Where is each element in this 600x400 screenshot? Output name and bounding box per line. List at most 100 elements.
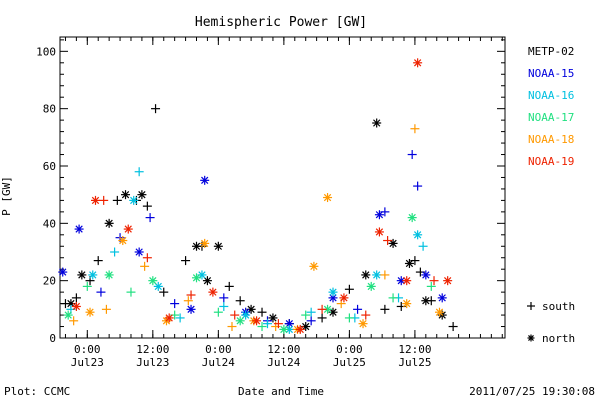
south-marker: [69, 316, 79, 326]
north-marker: [148, 276, 158, 286]
south-marker: [317, 313, 327, 323]
x-tick-time: 12:00: [398, 343, 431, 356]
data-markers: [58, 58, 458, 334]
y-tick-label: 0: [49, 332, 56, 345]
series-noaa-19: [71, 58, 453, 334]
north-marker: [309, 261, 319, 271]
north-marker: [77, 270, 87, 280]
series-metp-02: [60, 104, 458, 332]
south-marker: [306, 316, 316, 326]
south-marker: [235, 296, 245, 306]
legend-entry: NOAA-16: [528, 89, 574, 102]
series-noaa-15: [58, 150, 447, 329]
south-marker: [383, 236, 393, 246]
north-marker: [366, 281, 376, 291]
north-marker: [358, 319, 368, 329]
north-marker: [58, 267, 68, 277]
south-marker: [82, 281, 92, 291]
north-marker: [137, 190, 147, 200]
south-marker: [219, 301, 229, 311]
south-marker: [273, 319, 283, 329]
north-marker: [200, 175, 210, 185]
south-marker: [181, 256, 191, 266]
south-marker: [170, 299, 180, 309]
north-marker: [129, 195, 139, 205]
legend-entry: NOAA-17: [528, 111, 574, 124]
south-marker: [361, 310, 371, 320]
north-marker: [118, 236, 128, 246]
south-marker: [257, 322, 267, 332]
plot-timestamp: 2011/07/25 19:30:08: [469, 385, 595, 398]
south-marker: [230, 310, 240, 320]
axes-frame: 0204060801000:00Jul2312:00Jul230:00Jul24…: [36, 36, 506, 369]
north-marker: [323, 193, 333, 203]
north-marker: [279, 324, 289, 334]
south-marker: [151, 104, 161, 114]
x-axis-label: Date and Time: [238, 385, 324, 398]
south-marker: [186, 290, 196, 300]
south-marker: [353, 304, 363, 314]
south-marker: [112, 195, 122, 205]
legend-entry: NOAA-19: [528, 155, 574, 168]
south-marker: [71, 293, 81, 303]
chart-title: Hemispheric Power [GW]: [195, 15, 367, 30]
south-marker: [380, 207, 390, 217]
y-tick-label: 100: [36, 45, 56, 58]
north-marker: [104, 218, 114, 228]
north-marker: [437, 293, 447, 303]
south-marker: [413, 181, 423, 191]
north-marker: [407, 213, 417, 223]
north-marker: [374, 210, 384, 220]
south-marker: [418, 241, 428, 251]
x-tick-date: Jul23: [136, 356, 169, 369]
north-marker: [421, 270, 431, 280]
south-marker: [134, 167, 144, 177]
x-tick-date: Jul25: [333, 356, 366, 369]
north-marker: [164, 313, 174, 323]
north-marker: [421, 296, 431, 306]
x-tick-date: Jul24: [202, 356, 235, 369]
north-marker: [241, 310, 251, 320]
x-tick-date: Jul23: [71, 356, 104, 369]
south-marker: [344, 284, 354, 294]
south-marker: [126, 287, 136, 297]
legend-entry: NOAA-18: [528, 133, 574, 146]
south-marker: [142, 253, 152, 263]
x-tick-time: 0:00: [336, 343, 363, 356]
south-marker: [380, 270, 390, 280]
north-marker: [361, 270, 371, 280]
north-marker: [434, 307, 444, 317]
marker-legend-label: north: [542, 332, 575, 345]
plot-frame: [59, 36, 506, 339]
x-tick-date: Jul25: [398, 356, 431, 369]
series-noaa-17: [63, 213, 436, 334]
y-tick-label: 40: [43, 217, 56, 230]
north-marker: [153, 281, 163, 291]
north-marker: [402, 299, 412, 309]
north-marker: [200, 238, 210, 248]
north-marker: [339, 293, 349, 303]
north-marker: [328, 287, 338, 297]
north-marker: [443, 276, 453, 286]
north-marker: [374, 227, 384, 237]
south-marker: [257, 307, 267, 317]
north-marker: [90, 195, 100, 205]
north-marker: [123, 224, 133, 234]
north-marker: [388, 238, 398, 248]
south-marker: [183, 296, 193, 306]
north-marker: [402, 276, 412, 286]
north-marker: [404, 258, 414, 268]
north-marker: [213, 241, 223, 251]
south-marker: [219, 293, 229, 303]
south-marker: [301, 310, 311, 320]
x-tick-time: 0:00: [74, 343, 101, 356]
south-marker: [96, 287, 106, 297]
south-marker: [101, 304, 111, 314]
south-marker: [317, 304, 327, 314]
south-marker: [380, 304, 390, 314]
y-tick-label: 60: [43, 160, 56, 173]
legend-entry: NOAA-15: [528, 67, 574, 80]
marker-legend-label: south: [542, 300, 575, 313]
north-marker: [74, 224, 84, 234]
south-marker: [175, 313, 185, 323]
